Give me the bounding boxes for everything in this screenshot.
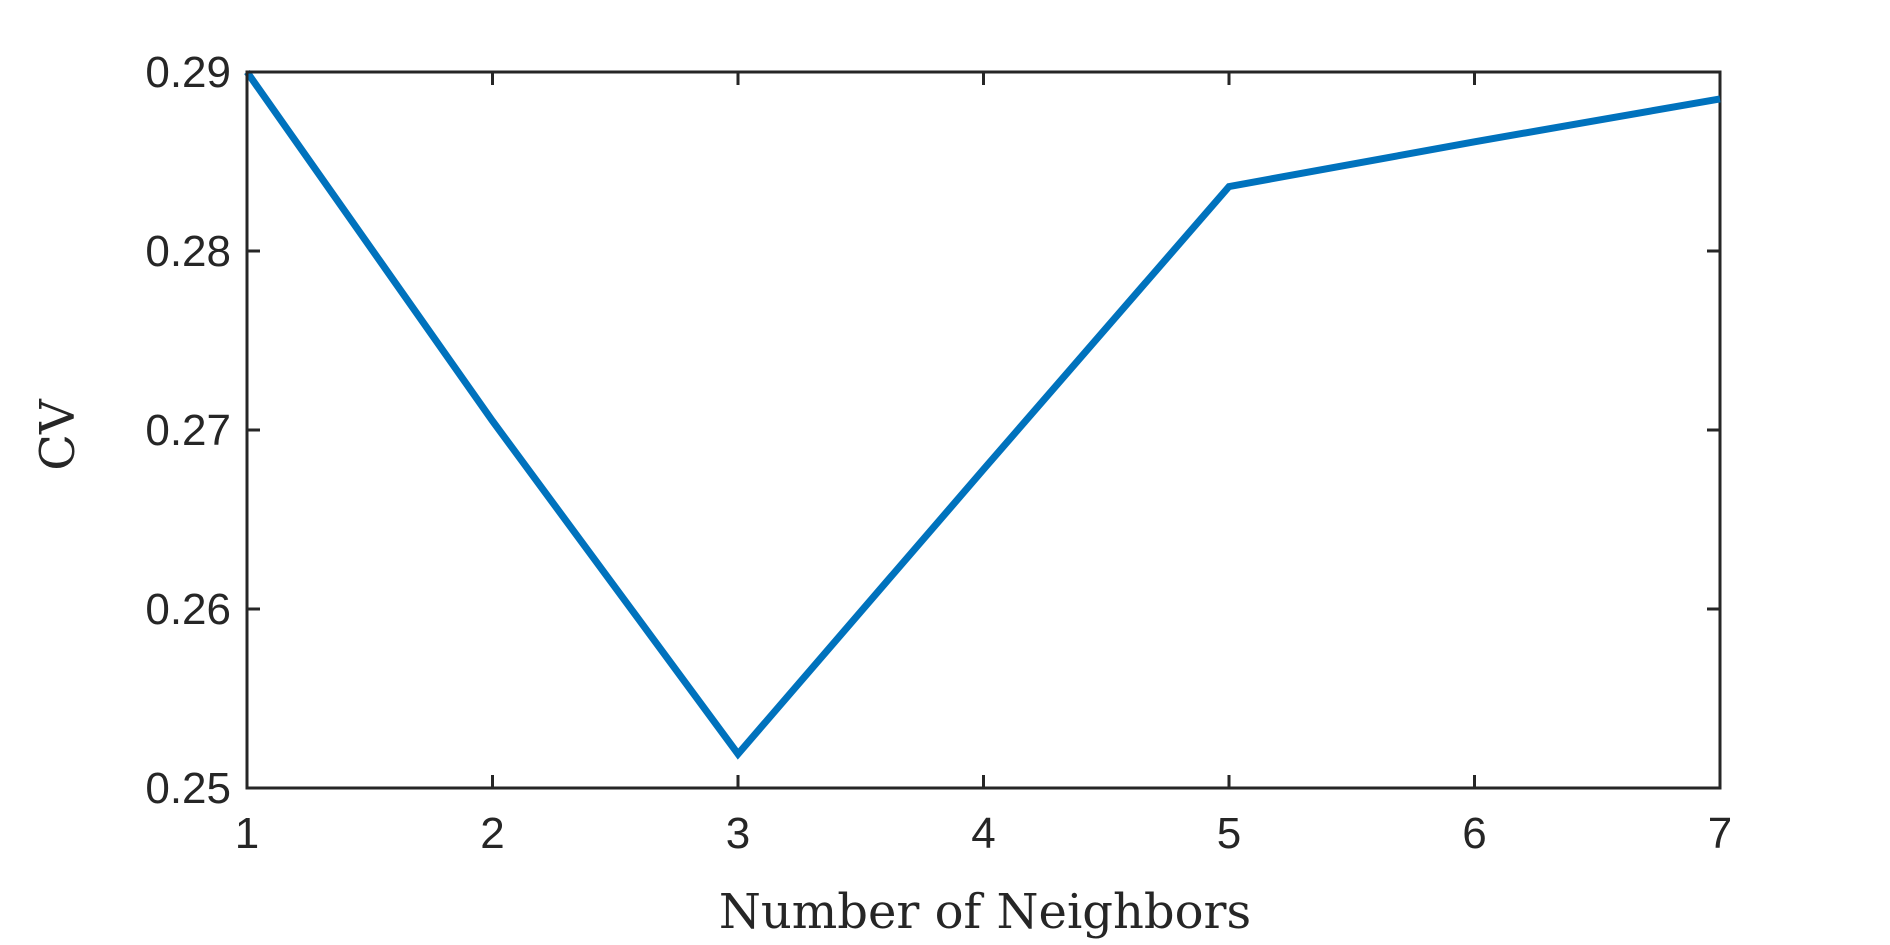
x-tick-label: 4 bbox=[971, 809, 995, 858]
x-tick-label: 7 bbox=[1708, 809, 1732, 858]
y-tick-label: 0.28 bbox=[145, 227, 231, 276]
y-axis-title: CV bbox=[30, 398, 86, 471]
x-tick-label: 5 bbox=[1217, 809, 1241, 858]
y-tick-label: 0.29 bbox=[145, 48, 231, 97]
x-tick-label: 6 bbox=[1462, 809, 1486, 858]
y-tick-label: 0.25 bbox=[145, 764, 231, 813]
x-tick-label: 1 bbox=[235, 809, 259, 858]
y-tick-label: 0.26 bbox=[145, 585, 231, 634]
series-line-1 bbox=[244, 69, 1721, 760]
tick-labels: 1 2 3 4 5 6 7 0.25 0.26 0.27 0.28 0.29 bbox=[145, 48, 1732, 858]
y-tick-label: 0.27 bbox=[145, 406, 231, 455]
tick-marks bbox=[245, 70, 1722, 790]
x-tick-label: 2 bbox=[480, 809, 504, 858]
x-axis-title: Number of Neighbors bbox=[719, 884, 1251, 940]
x-tick-label: 3 bbox=[726, 809, 750, 858]
